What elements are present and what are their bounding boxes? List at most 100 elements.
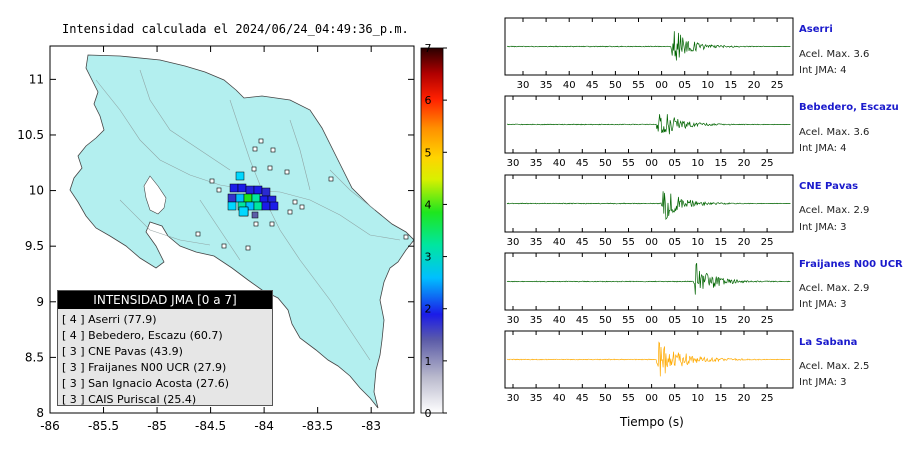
intensity-legend: INTENSIDAD JMA [0 a 7] [ 4 ] Aserri (77.…: [57, 290, 273, 406]
waveform-trace: [506, 191, 791, 220]
waveform-tick-label: 45: [576, 237, 589, 248]
colorbar-tick-label: 5: [425, 146, 432, 159]
station-int: Int JMA: 3: [799, 222, 847, 233]
waveform-tick-label: 40: [553, 393, 566, 404]
waveform-tick-label: 25: [761, 393, 774, 404]
legend-title: INTENSIDAD JMA [0 a 7]: [58, 291, 272, 309]
map-y-tick-label: 10.5: [17, 128, 44, 142]
station-name-cne-pavas: CNE Pavas: [799, 181, 859, 192]
waveform-tick-label: 20: [738, 237, 751, 248]
waveform-tick-label: 10: [701, 80, 714, 91]
map-x-axis: -86 -85.5 -85 -84.5 -84 -83.5 -83: [40, 46, 381, 433]
colorbar-tick-label: 6: [425, 94, 432, 107]
waveform-tick-label: 35: [540, 80, 553, 91]
intensity-cluster: [227, 171, 279, 219]
waveform-tick-label: 50: [599, 315, 612, 326]
waveform-trace: [506, 114, 791, 135]
waveform-tick-label: 35: [530, 315, 543, 326]
waveform-tick-label: 05: [668, 158, 681, 169]
station-markers: [195, 138, 409, 251]
legend-item: [ 3 ] Fraijanes N00 UCR (27.9): [62, 361, 227, 374]
waveform-tick-label: 45: [586, 80, 599, 91]
station-acel: Acel. Max. 2.9: [799, 283, 870, 294]
station-acel: Acel. Max. 2.5: [799, 361, 870, 372]
waveform-tick-label: 20: [738, 158, 751, 169]
legend-item: [ 3 ] San Ignacio Acosta (27.6): [62, 377, 229, 390]
waveform-tick-label: 15: [725, 80, 738, 91]
waveform-tick-label: 00: [645, 393, 658, 404]
legend-item: [ 4 ] Bebedero, Escazu (60.7): [62, 329, 223, 342]
waveform-tick-label: 10: [691, 237, 704, 248]
station-int: Int JMA: 4: [799, 65, 847, 76]
waveform-tick-label: 55: [632, 80, 645, 91]
waveform-tick-label: 00: [645, 158, 658, 169]
station-acel: Acel. Max. 3.6: [799, 127, 870, 138]
waveform-tick-label: 35: [530, 158, 543, 169]
waveform-tick-label: 30: [507, 393, 520, 404]
waveform-trace: [506, 263, 791, 295]
map-x-tick-label: -86: [40, 419, 60, 433]
waveform-tick-label: 15: [715, 315, 728, 326]
station-name-aserri: Aserri: [799, 24, 833, 35]
waveform-frame: [504, 252, 794, 311]
legend-item: [ 3 ] CNE Pavas (43.9): [62, 345, 183, 358]
waveform-tick-label: 35: [530, 393, 543, 404]
map-y-tick-label: 8.5: [25, 350, 44, 364]
waveform-tick-label: 10: [691, 315, 704, 326]
waveform-tick-label: 25: [761, 315, 774, 326]
legend-item: [ 3 ] CAIS Puriscal (25.4): [62, 393, 197, 406]
waveform-tick-label: 30: [507, 315, 520, 326]
waveform-tick-label: 20: [738, 393, 751, 404]
map-title: Intensidad calculada el 2024/06/24_04:49…: [62, 22, 409, 36]
map-x-tick-label: -84: [254, 419, 274, 433]
waveform-tick-label: 15: [715, 393, 728, 404]
map-y-tick-label: 8: [36, 406, 44, 420]
waveform-tick-label: 50: [599, 237, 612, 248]
colorbar-tick-label: 1: [425, 355, 432, 368]
waveform-tick-label: 05: [668, 315, 681, 326]
waveform-tick-label: 45: [576, 393, 589, 404]
station-name-fraijanes: Fraijanes N00 UCR: [799, 259, 903, 270]
waveform-frame: [504, 330, 794, 389]
waveform-tick-label: 20: [748, 80, 761, 91]
waveform-trace: [506, 31, 791, 61]
map-x-tick-label: -84.5: [195, 419, 226, 433]
station-int: Int JMA: 3: [799, 299, 847, 310]
waveform-tick-label: 10: [691, 393, 704, 404]
waveform-tick-label: 30: [507, 237, 520, 248]
waveform-tick-label: 05: [668, 237, 681, 248]
waveform-tick-label: 10: [691, 158, 704, 169]
waveform-tick-label: 15: [715, 237, 728, 248]
colorbar-ticks: 0 1 2 3 4 5 6 7: [425, 42, 447, 420]
waveform-tick-label: 45: [576, 158, 589, 169]
station-name-bebedero: Bebedero, Escazu: [799, 102, 899, 113]
waveform-tick-label: 40: [553, 315, 566, 326]
waveform-tick-label: 20: [738, 315, 751, 326]
map-y-tick-label: 11: [29, 72, 44, 86]
waveform-tick-label: 50: [609, 80, 622, 91]
waveform-tick-label: 50: [599, 158, 612, 169]
colorbar-tick-label: 3: [425, 251, 432, 264]
waveform-panel: 30 35 40 45 50 55 00 05 10 15 20 25: [504, 95, 794, 169]
map-y-tick-label: 9.5: [25, 239, 44, 253]
station-int: Int JMA: 3: [799, 377, 847, 388]
waveform-trace: [506, 341, 791, 377]
colorbar: [420, 47, 444, 414]
waveform-tick-label: 05: [668, 393, 681, 404]
map-y-axis: 8 8.5 9 9.5 10 10.5 11: [17, 72, 414, 420]
waveform-panel: 30 35 40 45 50 55 00 05 10 15 20 25: [504, 17, 794, 91]
waveform-tick-label: 35: [530, 237, 543, 248]
colorbar-tick-label: 0: [425, 407, 432, 420]
waveform-frame: [504, 174, 794, 233]
legend-item: [ 4 ] Aserri (77.9): [62, 313, 157, 326]
waveform-tick-label: 25: [761, 158, 774, 169]
station-name-la-sabana: La Sabana: [799, 337, 858, 348]
colorbar-tick-label: 2: [425, 303, 432, 316]
waveform-tick-label: 40: [553, 158, 566, 169]
map-x-tick-label: -83.5: [302, 419, 333, 433]
legend-list: [ 4 ] Aserri (77.9) [ 4 ] Bebedero, Esca…: [58, 312, 272, 408]
waveform-tick-label: 50: [599, 393, 612, 404]
waveform-tick-label: 00: [655, 80, 668, 91]
waveform-tick-label: 55: [622, 315, 635, 326]
waveform-frame: [504, 17, 794, 76]
